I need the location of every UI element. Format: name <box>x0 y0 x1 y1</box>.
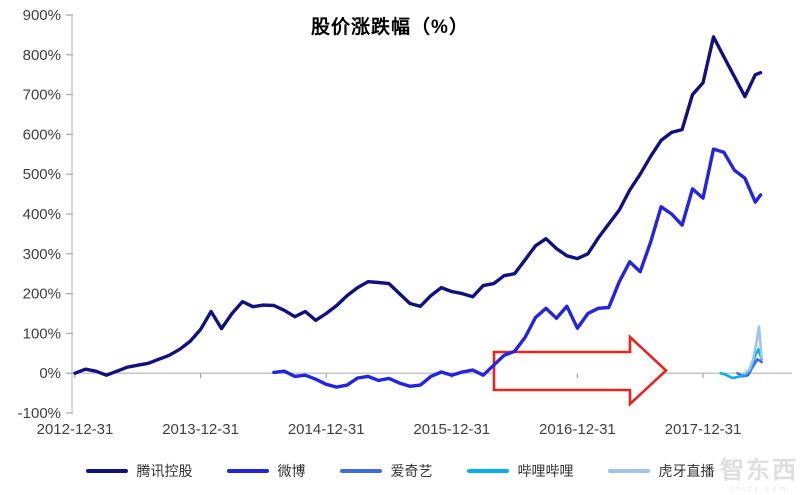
legend-swatch-bilibili <box>466 469 509 473</box>
legend-label-bilibili: 哔哩哔哩 <box>517 463 574 479</box>
legend-label-tencent: 腾讯控股 <box>136 463 193 479</box>
x-axis-label: 2014-12-31 <box>288 421 365 438</box>
x-axis-label: 2015-12-31 <box>413 421 490 438</box>
series-line-bilibili <box>719 347 763 380</box>
legend-item-weibo: 微博 <box>226 461 306 481</box>
series-line-weibo <box>272 147 763 389</box>
y-axis-label: 100% <box>23 325 61 342</box>
y-axis-label: 300% <box>23 246 61 263</box>
y-axis-label: 200% <box>23 286 61 303</box>
legend-swatch-tencent <box>85 469 128 473</box>
y-axis-label: 400% <box>23 206 61 223</box>
legend-swatch-weibo <box>226 469 269 473</box>
x-axis-label: 2012-12-31 <box>37 421 114 438</box>
legend-swatch-iqiyi <box>339 469 382 473</box>
y-axis-label: 500% <box>23 166 61 183</box>
legend-label-iqiyi: 爱奇艺 <box>390 463 433 479</box>
x-axis-label: 2017-12-31 <box>665 421 742 438</box>
x-axis-label: 2016-12-31 <box>539 421 616 438</box>
y-axis-label: -100% <box>18 405 61 422</box>
series-line-huya <box>743 325 763 375</box>
chart-title: 股价涨跌幅（%） <box>311 17 469 38</box>
legend-item-tencent: 腾讯控股 <box>85 461 193 481</box>
legend-label-huya: 虎牙直播 <box>658 463 715 479</box>
legend-swatch-huya <box>607 469 650 473</box>
y-axis-label: 800% <box>23 47 61 64</box>
legend: 腾讯控股 微博 爱奇艺 哔哩哔哩 虎牙直播 <box>0 461 800 481</box>
y-axis-label: 900% <box>23 7 61 24</box>
red-arrow-annotation <box>492 334 668 407</box>
legend-item-huya: 虎牙直播 <box>607 461 715 481</box>
legend-label-weibo: 微博 <box>277 463 306 479</box>
series-line-tencent <box>73 35 763 377</box>
x-axis-label: 2013-12-31 <box>162 421 239 438</box>
y-axis-label: 0% <box>39 365 61 382</box>
legend-item-bilibili: 哔哩哔哩 <box>466 461 574 481</box>
legend-item-iqiyi: 爱奇艺 <box>339 461 433 481</box>
y-axis-label: 600% <box>23 126 61 143</box>
y-axis-label: 700% <box>23 87 61 104</box>
